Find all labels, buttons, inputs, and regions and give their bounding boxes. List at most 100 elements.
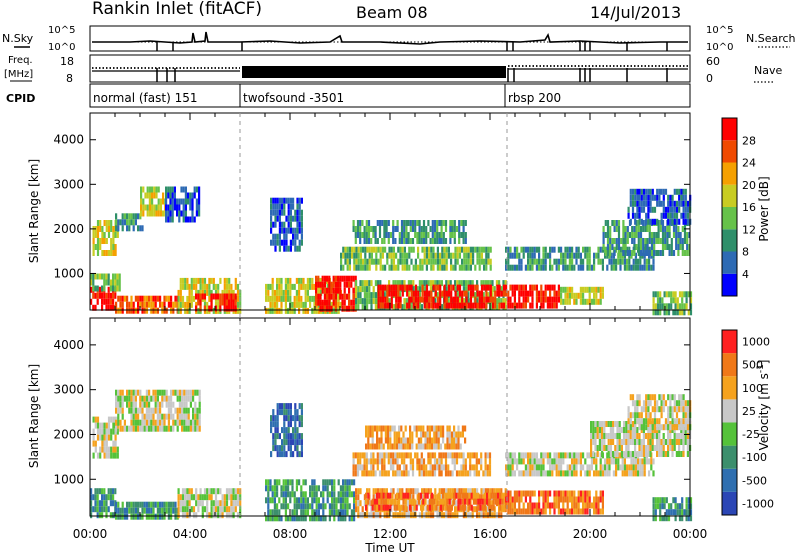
heatmap-cell [617, 238, 621, 244]
heatmap-cell [490, 504, 493, 511]
heatmap-cell [180, 210, 183, 217]
heatmap-cell [420, 504, 423, 511]
heatmap-cell [150, 395, 153, 402]
heatmap-cell [276, 289, 279, 296]
heatmap-cell [404, 504, 407, 511]
heatmap-cell [681, 291, 684, 298]
heatmap-cell [458, 226, 461, 232]
heatmap-cell [199, 283, 202, 290]
heatmap-cell [655, 238, 658, 244]
heatmap-cell [480, 452, 483, 459]
heatmap-cell [593, 286, 596, 293]
heatmap-cell [105, 250, 108, 256]
heatmap-cell [298, 245, 301, 252]
heatmap-cell [458, 264, 461, 271]
heatmap-cell [684, 439, 687, 445]
heatmap-cell [296, 221, 299, 228]
heatmap-cell [681, 503, 684, 510]
heatmap-cell [456, 302, 459, 309]
heatmap-cell [606, 264, 609, 271]
heatmap-cell [184, 277, 187, 284]
heatmap-cell [92, 285, 95, 292]
heatmap-cell [121, 395, 124, 402]
heatmap-cell [461, 246, 464, 253]
heatmap-cell [366, 246, 369, 253]
heatmap-cell [535, 296, 538, 303]
heatmap-cell [439, 290, 442, 297]
heatmap-cell [276, 277, 279, 284]
heatmap-cell [306, 295, 309, 302]
heatmap-cell [433, 437, 436, 444]
heatmap-cell [544, 490, 547, 497]
heatmap-cell [469, 470, 472, 477]
heatmap-cell [295, 503, 298, 510]
heatmap-cell [390, 264, 393, 271]
heatmap-cell [549, 464, 552, 471]
heatmap-cell [298, 403, 301, 410]
heatmap-cell [599, 490, 602, 497]
heatmap-cell [678, 424, 681, 431]
heatmap-cell [660, 445, 663, 451]
heatmap-cell [659, 497, 662, 504]
heatmap-cell [284, 289, 287, 296]
heatmap-cell [219, 512, 222, 519]
heatmap-cell [323, 281, 326, 288]
heatmap-cell [278, 409, 281, 416]
heatmap-cell [527, 490, 530, 497]
heatmap-cell [381, 252, 384, 259]
heatmap-cell [434, 290, 437, 297]
heatmap-cell [399, 488, 402, 495]
heatmap-cell [278, 221, 281, 228]
heatmap-cell [427, 488, 430, 495]
heatmap-cell [430, 290, 433, 297]
heatmap-cell [287, 403, 290, 410]
heatmap-cell [634, 464, 637, 471]
heatmap-cell [152, 507, 155, 514]
heatmap-cell [627, 206, 630, 213]
heatmap-cell [673, 212, 676, 219]
heatmap-cell [502, 302, 506, 309]
heatmap-cell [302, 503, 305, 510]
heatmap-cell [178, 407, 181, 414]
heatmap-cell [623, 433, 626, 439]
heatmap-cell [101, 285, 104, 292]
heatmap-cell [672, 250, 676, 256]
heatmap-cell [295, 515, 298, 522]
heatmap-cell [650, 464, 653, 471]
heatmap-cell [321, 281, 324, 288]
heatmap-cell [645, 418, 648, 425]
heatmap-cell [190, 301, 193, 308]
heatmap-cell [298, 433, 301, 440]
heatmap-cell [533, 508, 536, 515]
heatmap-cell [671, 206, 674, 213]
heatmap-cell [444, 452, 448, 459]
heatmap-cell [533, 246, 536, 253]
heatmap-cell [374, 292, 377, 299]
heatmap-cell [509, 452, 512, 459]
heatmap-cell [234, 277, 237, 284]
heatmap-cell [280, 491, 283, 498]
heatmap-cell [662, 212, 665, 219]
heatmap-cell [370, 280, 373, 287]
heatmap-cell [409, 464, 412, 471]
heatmap-cell [645, 458, 648, 465]
heatmap-cell [328, 491, 331, 498]
heatmap-cell [212, 283, 215, 290]
heatmap-cell [542, 470, 545, 477]
heatmap-cell [217, 307, 220, 314]
heatmap-cell [513, 284, 516, 291]
heatmap-cell [103, 446, 106, 453]
heatmap-cell [441, 252, 444, 259]
heatmap-cell [369, 425, 372, 432]
heatmap-cell [296, 209, 299, 216]
heatmap-cell [274, 209, 277, 216]
heatmap-cell [219, 305, 222, 312]
heatmap-cell [289, 239, 292, 246]
heatmap-cell [184, 494, 187, 501]
heatmap-cell [206, 301, 209, 308]
heatmap-cell [579, 252, 582, 259]
heatmap-cell [203, 506, 207, 513]
heatmap-cell [311, 295, 314, 302]
heatmap-cell [647, 394, 650, 401]
heatmap-cell [188, 494, 191, 501]
